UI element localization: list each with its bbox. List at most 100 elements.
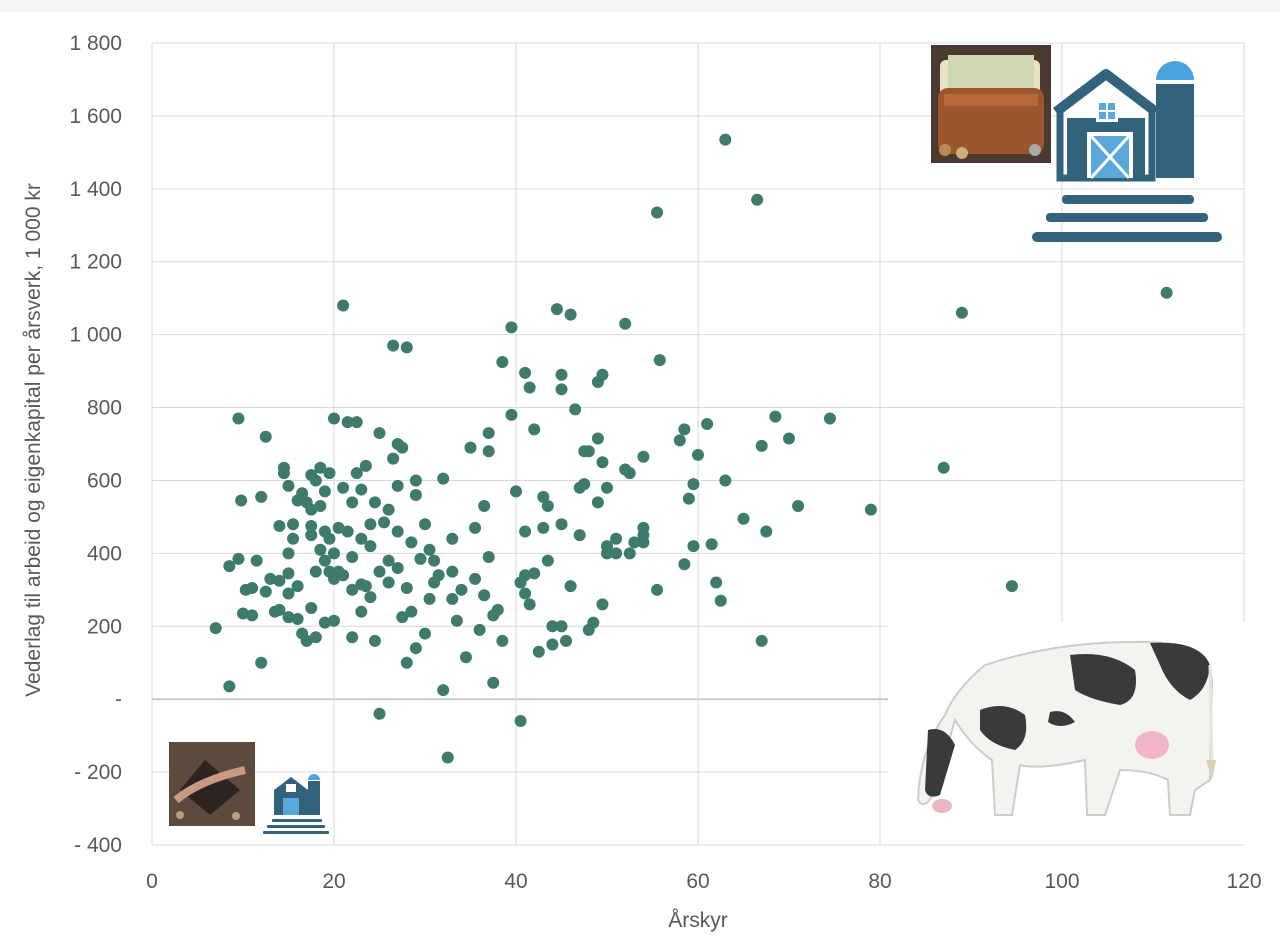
data-point <box>373 565 386 578</box>
data-point <box>409 642 422 655</box>
data-point <box>314 461 327 474</box>
data-point <box>555 383 568 396</box>
data-point <box>282 611 295 624</box>
small-barn-icon <box>263 774 329 834</box>
data-point <box>937 461 950 474</box>
data-point <box>419 627 431 640</box>
data-point <box>692 448 704 461</box>
data-point <box>432 569 445 582</box>
data-point <box>864 503 877 516</box>
data-point <box>601 547 613 560</box>
data-point <box>446 565 459 578</box>
data-point <box>1160 286 1173 299</box>
y-tick-label: - 400 <box>74 834 122 857</box>
data-point <box>246 609 259 622</box>
data-point <box>409 474 422 487</box>
data-point <box>291 612 304 625</box>
data-point <box>419 518 431 531</box>
y-tick-label: 1 800 <box>69 32 122 55</box>
data-point <box>528 567 541 580</box>
data-point <box>537 521 550 534</box>
data-point <box>719 133 732 146</box>
data-point <box>309 474 322 487</box>
data-point <box>587 616 600 629</box>
data-point <box>610 532 623 545</box>
data-point <box>337 569 350 582</box>
data-point <box>678 423 691 436</box>
data-point <box>601 481 613 494</box>
data-point <box>482 445 495 458</box>
data-point <box>505 321 518 334</box>
x-axis-title: Årskyr <box>668 909 728 932</box>
empty-wallet-icon <box>169 742 255 826</box>
data-point <box>414 552 427 565</box>
data-point <box>473 623 486 636</box>
data-point <box>287 532 300 545</box>
data-point <box>555 368 568 381</box>
data-point <box>273 603 286 616</box>
data-point <box>555 518 568 531</box>
data-point <box>464 441 477 454</box>
data-point <box>259 430 272 443</box>
data-point <box>555 620 568 633</box>
data-point <box>387 339 400 352</box>
y-tick-label: 600 <box>87 469 122 492</box>
y-tick-label: 1 000 <box>69 324 122 347</box>
data-point <box>450 614 463 627</box>
data-point <box>405 536 418 549</box>
y-tick-label: 400 <box>87 542 122 565</box>
data-point <box>769 410 782 423</box>
data-point <box>405 605 418 618</box>
data-point <box>382 503 395 516</box>
data-point <box>332 521 345 534</box>
data-point <box>491 603 504 616</box>
data-point <box>382 576 395 589</box>
data-point <box>314 499 327 512</box>
data-point <box>541 554 554 567</box>
data-point <box>350 467 363 480</box>
data-point <box>296 487 309 500</box>
data-point <box>282 587 295 600</box>
data-point <box>519 587 532 600</box>
data-point <box>273 520 286 533</box>
data-point <box>396 441 409 454</box>
data-point <box>564 580 577 593</box>
data-point <box>519 366 532 379</box>
y-tick-label: 1 400 <box>69 178 122 201</box>
data-point <box>478 499 491 512</box>
data-point <box>364 591 377 604</box>
data-point <box>346 631 359 644</box>
data-point <box>514 715 527 728</box>
y-tick-label: 1 600 <box>69 105 122 128</box>
x-tick-labels: 0 20 40 60 80 100 120 <box>146 870 1261 893</box>
data-point <box>541 499 554 512</box>
data-point <box>391 525 404 538</box>
x-tick-label: 120 <box>1226 870 1261 893</box>
data-point <box>705 538 718 551</box>
data-point <box>423 543 436 556</box>
x-tick-label: 80 <box>868 870 891 893</box>
data-point <box>714 594 727 607</box>
data-point <box>337 481 350 494</box>
data-point <box>400 656 413 669</box>
data-point <box>355 605 368 618</box>
data-point <box>346 583 359 596</box>
data-point <box>223 560 236 573</box>
data-point <box>378 516 391 529</box>
data-point <box>368 496 381 509</box>
data-point <box>232 412 245 425</box>
x-tick-label: 20 <box>322 870 345 893</box>
data-point <box>323 532 336 545</box>
data-point <box>309 631 322 644</box>
data-point <box>628 536 641 549</box>
data-point <box>305 602 318 615</box>
data-point <box>582 445 595 458</box>
data-point <box>328 547 340 560</box>
data-point <box>318 554 331 567</box>
data-point <box>255 490 268 503</box>
data-point <box>309 565 322 578</box>
data-point <box>569 403 582 416</box>
cow-icon <box>888 622 1246 844</box>
data-point <box>364 518 377 531</box>
data-point <box>560 634 573 647</box>
